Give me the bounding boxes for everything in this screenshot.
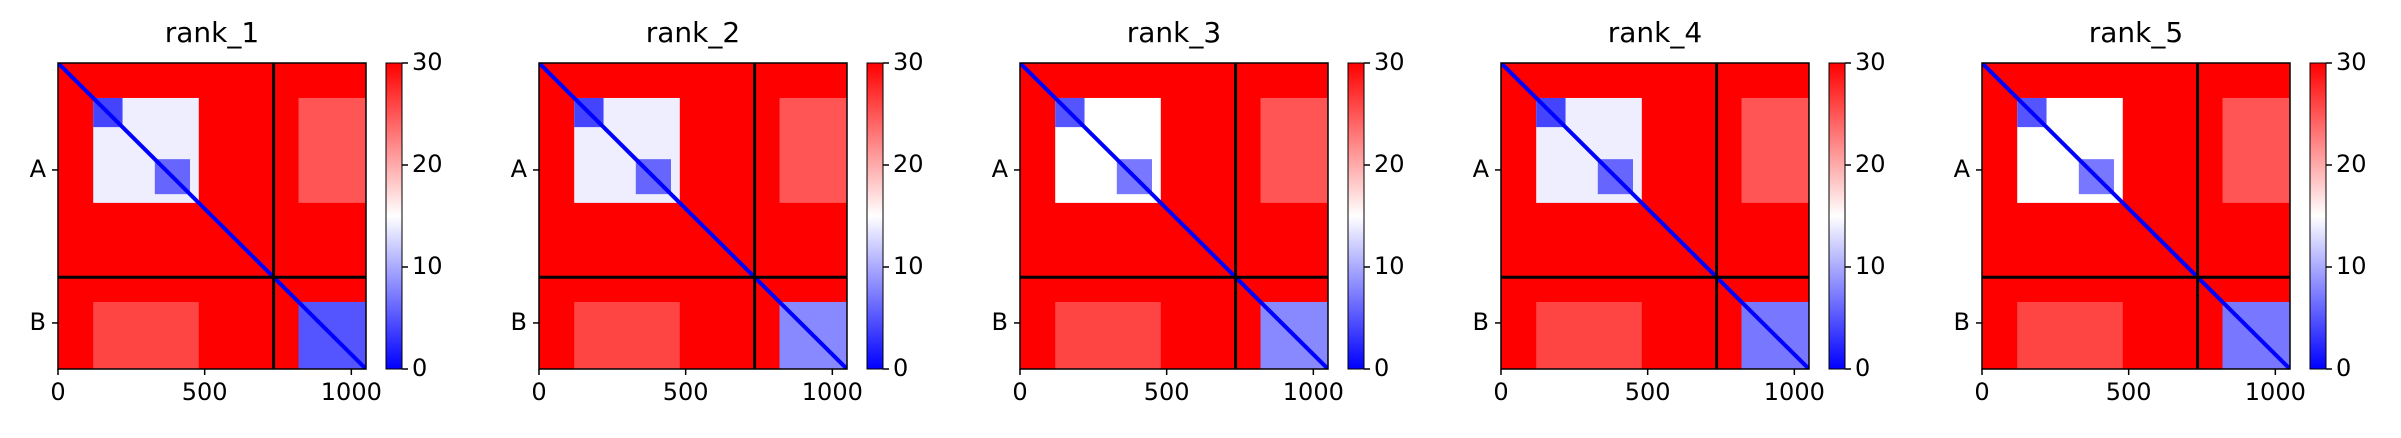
x-tick-label: 500 — [2106, 378, 2152, 406]
colorbar-tick-label: 10 — [893, 252, 924, 280]
colorbar-tick-label: 0 — [893, 354, 908, 382]
heatmap-cell — [574, 301, 680, 369]
colorbar — [385, 62, 403, 370]
y-tick-label: B — [1954, 308, 1970, 336]
x-tick-label: 1000 — [1283, 378, 1344, 406]
colorbar — [2309, 62, 2327, 370]
x-tick-label: 500 — [1625, 378, 1671, 406]
heatmap — [1020, 63, 1328, 369]
colorbar-tick-label: 20 — [412, 150, 443, 178]
chart-title: rank_4 — [1608, 16, 1702, 49]
x-tick-label: 0 — [531, 378, 546, 406]
colorbar-tick-label: 10 — [1374, 252, 1405, 280]
x-tick-label: 1000 — [321, 378, 382, 406]
colorbar-tick-label: 30 — [1374, 48, 1405, 76]
heatmap — [1982, 63, 2290, 369]
x-tick-label: 1000 — [1764, 378, 1825, 406]
heatmap-cell — [1055, 301, 1161, 369]
colorbar — [1347, 62, 1365, 370]
plot-frame — [1019, 62, 1329, 370]
colorbar-tick-label: 20 — [1374, 150, 1405, 178]
x-tick-label: 1000 — [2245, 378, 2306, 406]
colorbar — [1828, 62, 1846, 370]
colorbar-tick-label: 30 — [412, 48, 443, 76]
y-tick-label: B — [1473, 308, 1489, 336]
heatmap-cell — [1741, 97, 1809, 203]
colorbar-tick-label: 0 — [1374, 354, 1389, 382]
plot-frame — [57, 62, 367, 370]
x-tick-label: 0 — [1493, 378, 1508, 406]
heatmap-cell — [779, 97, 847, 203]
y-tick-label: A — [992, 155, 1009, 183]
colorbar-tick-label: 20 — [1855, 150, 1886, 178]
diagonal — [1501, 63, 1809, 369]
colorbar-tick-label: 10 — [2336, 252, 2367, 280]
colorbar-tick-label: 30 — [2336, 48, 2367, 76]
x-tick-label: 1000 — [802, 378, 863, 406]
y-tick-label: A — [511, 155, 528, 183]
diagonal — [1020, 63, 1328, 369]
y-tick-label: B — [511, 308, 527, 336]
heatmap-cell — [1260, 97, 1328, 203]
plot-frame — [1981, 62, 2291, 370]
y-tick-label: B — [30, 308, 46, 336]
heatmap-cell — [2017, 301, 2123, 369]
heatmap — [539, 63, 847, 369]
heatmap-cell — [298, 97, 366, 203]
colorbar-tick-label: 20 — [893, 150, 924, 178]
colorbar-tick-label: 20 — [2336, 150, 2367, 178]
y-tick-label: A — [1473, 155, 1490, 183]
y-tick-label: A — [1954, 155, 1971, 183]
x-tick-label: 500 — [1144, 378, 1190, 406]
chart-title: rank_2 — [646, 16, 740, 49]
diagonal — [1982, 63, 2290, 369]
heatmap — [58, 63, 366, 369]
x-tick-label: 0 — [50, 378, 65, 406]
chart-title: rank_5 — [2089, 16, 2183, 49]
x-tick-label: 0 — [1012, 378, 1027, 406]
x-tick-label: 500 — [182, 378, 228, 406]
colorbar-tick-label: 30 — [1855, 48, 1886, 76]
chart-title: rank_1 — [165, 16, 259, 49]
diagonal — [539, 63, 847, 369]
x-tick-label: 500 — [663, 378, 709, 406]
colorbar-tick-label: 30 — [893, 48, 924, 76]
chart-title: rank_3 — [1127, 16, 1221, 49]
plot-frame — [1500, 62, 1810, 370]
heatmap-cell — [1536, 301, 1642, 369]
colorbar-tick-label: 10 — [1855, 252, 1886, 280]
colorbar-tick-label: 0 — [412, 354, 427, 382]
heatmap — [1501, 63, 1809, 369]
plot-frame — [538, 62, 848, 370]
colorbar-tick-label: 10 — [412, 252, 443, 280]
heatmap-cell — [93, 301, 199, 369]
y-tick-label: A — [30, 155, 47, 183]
colorbar-tick-label: 0 — [1855, 354, 1870, 382]
colorbar-tick-label: 0 — [2336, 354, 2351, 382]
heatmap-cell — [2222, 97, 2290, 203]
x-tick-label: 0 — [1974, 378, 1989, 406]
y-tick-label: B — [992, 308, 1008, 336]
colorbar — [866, 62, 884, 370]
diagonal — [58, 63, 366, 369]
